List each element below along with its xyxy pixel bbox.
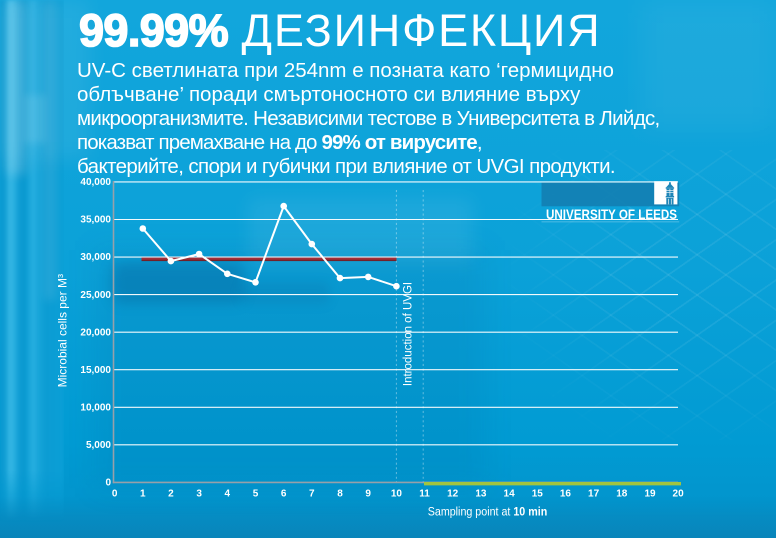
svg-text:Sampling point at 10 min: Sampling point at 10 min <box>428 505 548 519</box>
svg-text:18: 18 <box>616 489 628 500</box>
svg-text:35,000: 35,000 <box>80 215 111 226</box>
svg-text:5: 5 <box>253 489 259 500</box>
svg-text:20,000: 20,000 <box>80 327 111 338</box>
svg-text:30,000: 30,000 <box>80 252 111 263</box>
svg-text:11: 11 <box>419 489 430 500</box>
svg-text:Microbial cells per M³: Microbial cells per M³ <box>56 274 70 387</box>
svg-text:8: 8 <box>337 489 343 500</box>
svg-text:4: 4 <box>225 489 231 500</box>
svg-text:2: 2 <box>168 489 174 500</box>
svg-text:3: 3 <box>196 489 202 500</box>
svg-text:15,000: 15,000 <box>80 365 111 376</box>
svg-text:19: 19 <box>644 489 656 500</box>
svg-text:5,000: 5,000 <box>86 440 111 451</box>
svg-text:6: 6 <box>281 489 287 500</box>
svg-text:13: 13 <box>475 489 487 500</box>
svg-text:20: 20 <box>673 489 685 500</box>
svg-text:1: 1 <box>140 489 146 500</box>
svg-text:10: 10 <box>391 489 403 500</box>
svg-text:12: 12 <box>447 489 459 500</box>
svg-text:14: 14 <box>504 489 516 500</box>
svg-text:15: 15 <box>532 489 544 500</box>
svg-text:16: 16 <box>560 489 572 500</box>
svg-text:UNIVERSITY OF LEEDS: UNIVERSITY OF LEEDS <box>546 206 677 222</box>
svg-text:9: 9 <box>365 489 371 500</box>
svg-text:25,000: 25,000 <box>80 290 111 301</box>
svg-text:7: 7 <box>309 489 315 500</box>
svg-text:10,000: 10,000 <box>80 402 111 413</box>
svg-text:0: 0 <box>105 478 111 489</box>
svg-text:17: 17 <box>588 489 600 500</box>
svg-text:40,000: 40,000 <box>80 177 111 188</box>
svg-text:Introduction of UVGI: Introduction of UVGI <box>403 282 415 386</box>
svg-text:0: 0 <box>112 489 118 500</box>
